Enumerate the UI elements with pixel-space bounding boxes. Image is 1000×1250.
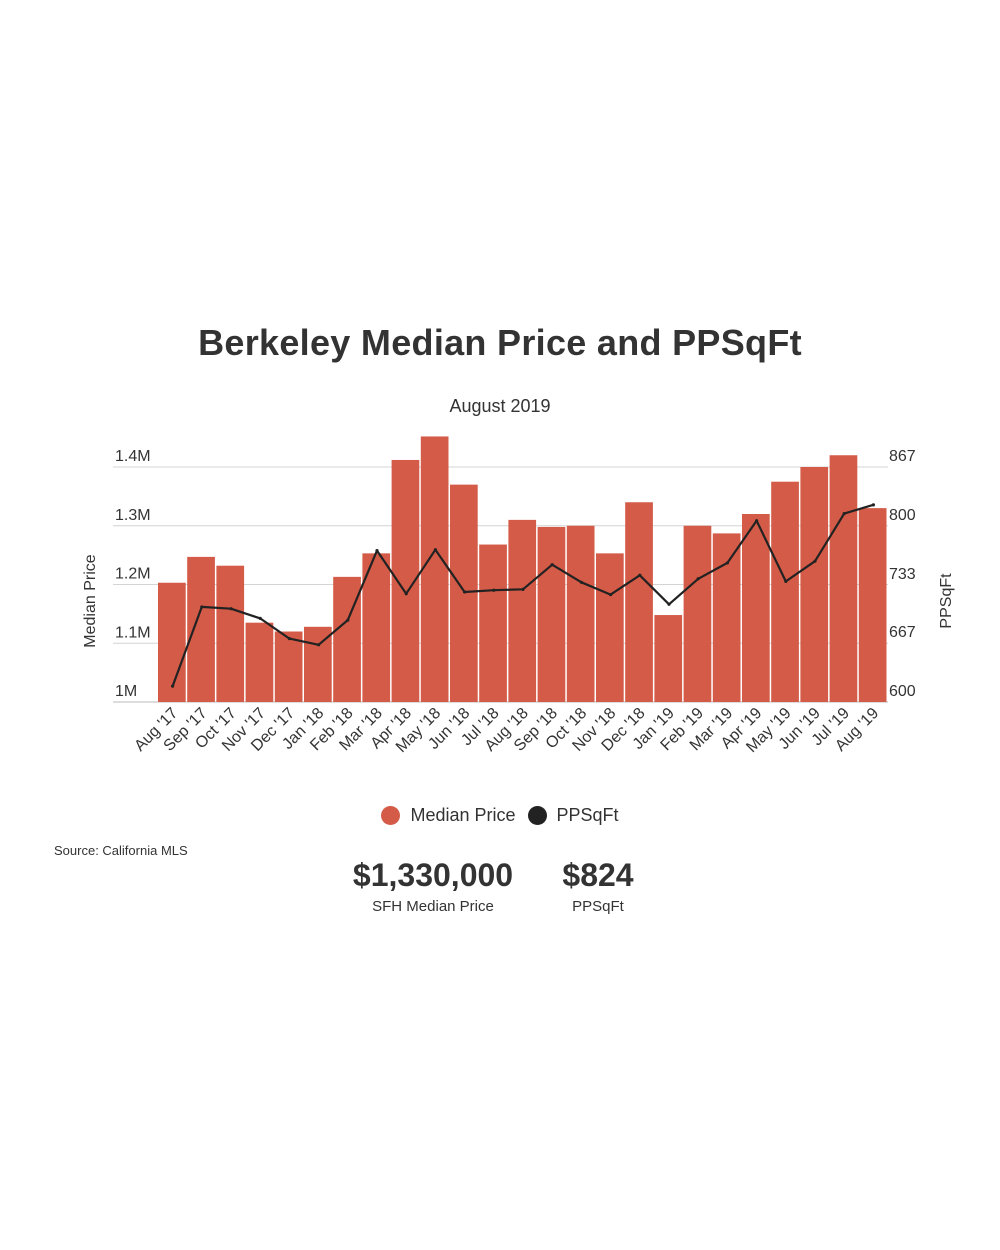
ppsqft-point-2[interactable]: [229, 607, 233, 611]
y-axis-right: 600 667 733 800 867: [889, 448, 916, 700]
ppsqft-point-11[interactable]: [492, 588, 496, 592]
ppsqft-point-24[interactable]: [871, 503, 876, 507]
source-note: Source: California MLS: [54, 843, 188, 858]
legend-item-ppsqft[interactable]: PPSqFt: [527, 805, 619, 826]
chart-subtitle: August 2019: [449, 396, 551, 416]
bar-17[interactable]: [654, 615, 683, 702]
kpi-median-price-label: SFH Median Price: [372, 898, 494, 915]
ppsqft-point-15[interactable]: [609, 593, 613, 597]
kpi-ppsqft-label: PPSqFt: [572, 898, 624, 915]
ppsqft-point-4[interactable]: [287, 637, 291, 641]
legend: Median Price PPSqFt: [0, 805, 1000, 826]
ppsqft-point-5[interactable]: [317, 643, 321, 647]
bar-1[interactable]: [187, 556, 215, 702]
ppsqft-point-13[interactable]: [550, 563, 554, 567]
bar-16[interactable]: [625, 502, 653, 702]
y2-tick-label: 867: [889, 448, 916, 465]
ppsqft-point-12[interactable]: [521, 587, 525, 591]
ppsqft-point-16[interactable]: [638, 573, 642, 577]
bar-7[interactable]: [362, 553, 391, 702]
bar-12[interactable]: [508, 519, 537, 702]
bar-14[interactable]: [566, 525, 595, 702]
bar-21[interactable]: [771, 481, 799, 702]
bar-6[interactable]: [333, 576, 361, 702]
ppsqft-point-18[interactable]: [696, 577, 700, 581]
ppsqft-point-8[interactable]: [404, 592, 408, 596]
ppsqft-point-6[interactable]: [346, 618, 350, 622]
bar-23[interactable]: [829, 455, 858, 702]
kpi-median-price: $1,330,000 SFH Median Price: [338, 856, 528, 915]
y-axis-left: 1M 1.1M 1.2M 1.3M 1.4M: [115, 448, 151, 700]
bar-20[interactable]: [742, 514, 770, 702]
y2-tick-label: 800: [889, 507, 916, 524]
bar-13[interactable]: [537, 526, 566, 702]
y2-axis-title: PPSqFt: [938, 573, 955, 629]
ppsqft-point-0[interactable]: [171, 684, 175, 688]
bar-15[interactable]: [596, 553, 624, 702]
bar-4[interactable]: [274, 631, 303, 703]
ppsqft-point-17[interactable]: [667, 602, 671, 606]
y-axis-title: Median Price: [82, 554, 99, 647]
kpi-ppsqft: $824 PPSqFt: [548, 856, 648, 915]
ppsqft-point-20[interactable]: [755, 519, 759, 523]
legend-dot-median-price: [381, 806, 401, 825]
bar-11[interactable]: [479, 544, 507, 702]
ppsqft-line: [171, 503, 876, 688]
bar-18[interactable]: [683, 525, 712, 702]
ppsqft-point-3[interactable]: [258, 616, 262, 620]
ppsqft-point-21[interactable]: [784, 579, 788, 584]
bar-9[interactable]: [420, 436, 449, 702]
bar-5[interactable]: [304, 626, 332, 702]
ppsqft-point-9[interactable]: [433, 548, 437, 552]
legend-dot-ppsqft: [527, 806, 547, 825]
y2-tick-label: 733: [889, 566, 916, 583]
y-tick-label: 1.1M: [115, 624, 151, 641]
y-tick-label: 1.2M: [115, 566, 151, 583]
kpi-median-price-value: $1,330,000: [352, 857, 514, 893]
bar-3[interactable]: [245, 622, 274, 702]
y2-tick-label: 667: [889, 624, 916, 641]
ppsqft-point-14[interactable]: [579, 580, 584, 584]
ppsqft-point-22[interactable]: [813, 559, 817, 563]
bar-24[interactable]: [858, 508, 887, 702]
ppsqft-point-1[interactable]: [200, 605, 204, 609]
ppsqft-point-19[interactable]: [725, 561, 730, 565]
y-tick-label: 1M: [115, 683, 137, 700]
chart-title: Berkeley Median Price and PPSqFt: [198, 322, 802, 363]
legend-label-median-price: Median Price: [410, 805, 516, 825]
y2-tick-label: 600: [889, 683, 916, 700]
kpi-ppsqft-value: $824: [562, 857, 634, 893]
ppsqft-point-23[interactable]: [842, 512, 846, 516]
legend-item-median-price[interactable]: Median Price: [381, 805, 516, 826]
bar-2[interactable]: [216, 565, 245, 702]
bar-0[interactable]: [158, 582, 186, 702]
median-price-bars: [158, 436, 887, 702]
ppsqft-point-10[interactable]: [463, 590, 467, 594]
y-tick-label: 1.3M: [115, 507, 151, 524]
bar-22[interactable]: [800, 467, 829, 702]
bar-19[interactable]: [712, 533, 741, 702]
legend-label-ppsqft: PPSqFt: [556, 805, 619, 825]
ppsqft-point-7[interactable]: [375, 549, 379, 553]
y-tick-label: 1.4M: [115, 448, 151, 465]
